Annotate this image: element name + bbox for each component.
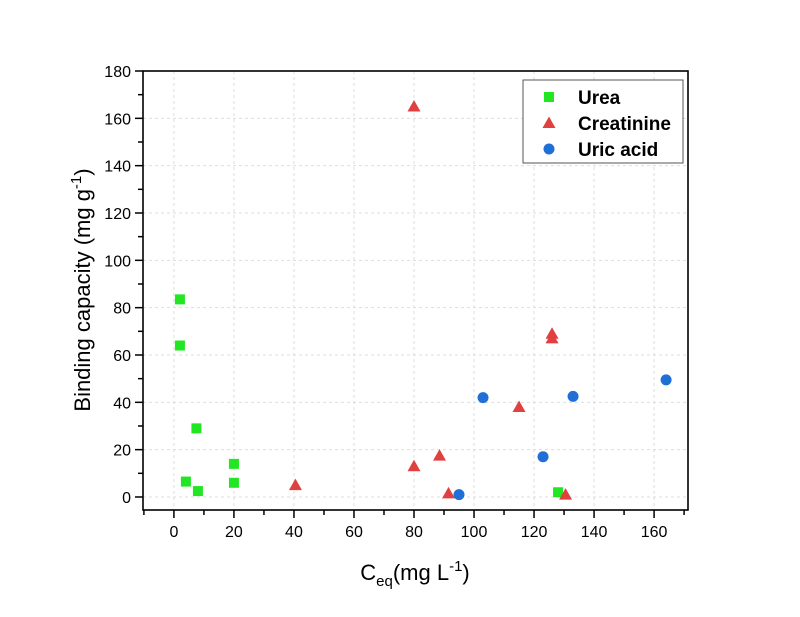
- x-tick-label: 120: [521, 524, 548, 541]
- y-tick-label: 40: [113, 395, 131, 412]
- urea-point: [228, 458, 239, 469]
- urea-point: [180, 476, 191, 487]
- urea-point: [191, 423, 202, 434]
- uric-acid-point: [567, 390, 579, 402]
- x-tick-label: 60: [345, 524, 363, 541]
- y-tick-label: 120: [104, 206, 131, 223]
- urea-point: [228, 477, 239, 488]
- x-axis-label: Ceq(mg L-1): [360, 558, 470, 590]
- creatinine-point: [288, 478, 302, 491]
- y-tick-label: 0: [122, 490, 131, 507]
- data-points: [174, 99, 672, 501]
- creatinine-point: [407, 459, 421, 472]
- y-tick-label: 180: [104, 64, 131, 81]
- creatinine-point: [442, 486, 456, 499]
- x-tick-label: 160: [641, 524, 668, 541]
- legend-marker-urea: [544, 92, 554, 102]
- y-tick-label: 80: [113, 301, 131, 318]
- legend-label-uric-acid: Uric acid: [578, 140, 658, 161]
- x-tick-label: 100: [461, 524, 488, 541]
- axis-ticks: 0 20 40 60 80 100 120 140 160 0 20 40 60 80 100 120 140 1…: [104, 64, 685, 541]
- y-axis-label: Binding capacity (mg g-1): [68, 168, 95, 411]
- plot-frame: [142, 70, 689, 511]
- x-tick-label: 40: [285, 524, 303, 541]
- urea-point: [553, 487, 564, 498]
- creatinine-point: [512, 400, 526, 413]
- uric-acid-point: [453, 489, 465, 501]
- x-tick-label: 20: [225, 524, 243, 541]
- y-tick-label: 60: [113, 348, 131, 365]
- y-tick-label: 160: [104, 111, 131, 128]
- y-tick-label: 20: [113, 443, 131, 460]
- uric-acid-point: [537, 451, 549, 463]
- uric-acid-point: [477, 392, 489, 404]
- x-tick-label: 80: [405, 524, 423, 541]
- creatinine-point: [433, 449, 447, 461]
- legend-label-urea: Urea: [578, 88, 621, 109]
- x-tick-label: 0: [169, 524, 178, 541]
- legend-marker-creatinine: [542, 116, 556, 128]
- legend-label-creatinine: Creatinine: [578, 114, 671, 135]
- urea-point: [174, 340, 185, 351]
- y-tick-label: 100: [104, 253, 131, 270]
- x-tick-label: 140: [581, 524, 608, 541]
- legend-marker-uric-acid: [543, 143, 555, 155]
- y-tick-label: 140: [104, 159, 131, 176]
- creatinine-point: [407, 99, 421, 112]
- urea-point: [174, 294, 185, 305]
- urea-point: [192, 486, 203, 497]
- creatinine-point: [559, 488, 573, 500]
- uric-acid-point: [660, 374, 672, 386]
- creatinine-point: [545, 331, 559, 344]
- legend: Urea Creatinine Uric acid: [522, 79, 684, 164]
